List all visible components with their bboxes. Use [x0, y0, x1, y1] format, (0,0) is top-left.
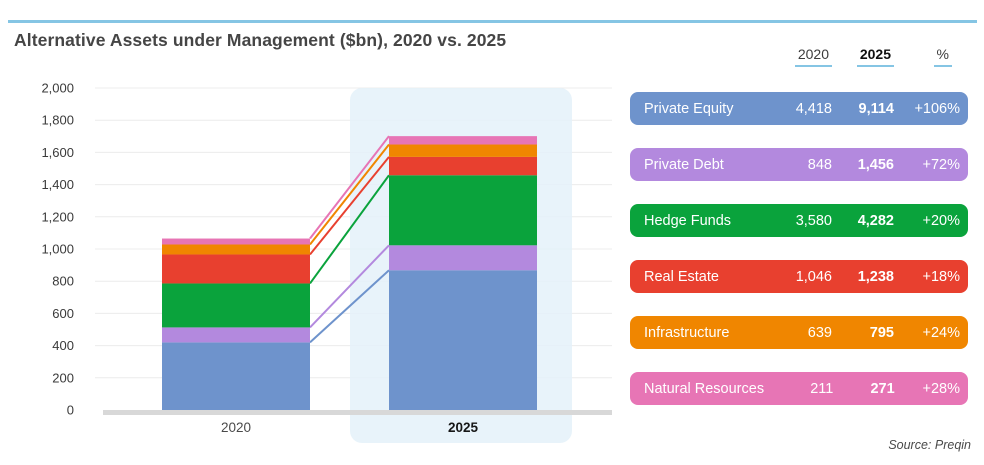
legend-table: Private Equity 4,418 9,114 +106% Private Deb… [630, 92, 968, 428]
legend-label: Private Equity [644, 100, 734, 117]
connector-natural-resources [309, 135, 390, 240]
legend-column-headers: 2020 2025 % [630, 46, 968, 67]
value-percent: +24% [922, 324, 961, 341]
y-tick-label: 1,600 [41, 145, 74, 160]
y-tick-label: 1,800 [41, 113, 74, 128]
y-tick-label: 600 [52, 306, 74, 321]
value-percent: +28% [922, 380, 961, 397]
x-label-2025: 2025 [448, 420, 479, 435]
header-col-percent: % [894, 46, 960, 67]
page-title: Alternative Assets under Management ($bn… [14, 30, 507, 50]
value-2020: 4,418 [795, 100, 832, 117]
legend-row-real-estate: Real Estate 1,046 1,238 +18% [630, 260, 968, 293]
header-col-2020: 2020 [762, 46, 832, 67]
connector-hedge-funds [309, 174, 390, 285]
value-2020: 848 [807, 156, 832, 173]
bar-segment-private-debt-2020 [162, 327, 310, 343]
value-2025: 271 [870, 380, 895, 397]
value-2020: 1,046 [795, 268, 832, 285]
legend-label: Infrastructure [644, 324, 730, 341]
bar-segment-hedge-funds-2020 [162, 283, 310, 328]
legend-row-private-debt: Private Debt 848 1,456 +72% [630, 148, 968, 181]
bar-segment-private-equity-2020 [162, 342, 310, 410]
bar-segment-natural-resources-2020 [162, 238, 310, 245]
y-tick-label: 400 [52, 338, 74, 353]
value-percent: +106% [914, 100, 960, 117]
y-tick-label: 0 [67, 403, 74, 418]
legend-row-private-equity: Private Equity 4,418 9,114 +106% [630, 92, 968, 125]
source-note: Source: Preqin [888, 438, 971, 452]
legend-row-hedge-funds: Hedge Funds 3,580 4,282 +20% [630, 204, 968, 237]
legend-label: Hedge Funds [644, 212, 732, 229]
connector-real-estate [309, 156, 390, 256]
value-percent: +20% [922, 212, 961, 229]
bar-segment-private-debt-2025 [389, 245, 537, 271]
legend-label: Real Estate [644, 268, 719, 285]
y-tick-label: 800 [52, 274, 74, 289]
value-2025: 4,282 [857, 212, 894, 229]
bar-segment-real-estate-2025 [389, 156, 537, 176]
value-2025: 9,114 [858, 100, 895, 117]
legend-row-infrastructure: Infrastructure 639 795 +24% [630, 316, 968, 349]
header-col-2025: 2025 [832, 46, 894, 67]
connector-private-equity [309, 269, 390, 344]
bar-segment-real-estate-2020 [162, 254, 310, 284]
bar-segment-infrastructure-2020 [162, 244, 310, 255]
y-tick-label: 200 [52, 370, 74, 385]
legend-row-natural-resources: Natural Resources 211 271 +28% [630, 372, 968, 405]
value-2020: 3,580 [795, 212, 832, 229]
value-percent: +18% [922, 268, 961, 285]
legend-label: Natural Resources [644, 380, 765, 397]
y-tick-label: 2,000 [41, 81, 74, 96]
x-label-2020: 2020 [221, 420, 251, 435]
bar-segment-natural-resources-2025 [389, 136, 537, 145]
value-2025: 795 [869, 324, 894, 341]
value-percent: +72% [922, 156, 961, 173]
y-tick-label: 1,200 [41, 209, 74, 224]
bar-segment-hedge-funds-2025 [389, 175, 537, 246]
bar-segment-infrastructure-2025 [389, 144, 537, 157]
value-2025: 1,238 [857, 268, 894, 285]
x-axis-baseline [103, 410, 612, 415]
y-tick-label: 1,000 [41, 242, 74, 257]
aum-stacked-bar-chart: 0 200 400 600 800 1,000 1,200 1,400 1,600 1,800 2,… [0, 75, 620, 465]
connector-infrastructure [309, 143, 390, 246]
value-2025: 1,456 [857, 156, 894, 173]
value-2020: 211 [810, 380, 834, 397]
legend-label: Private Debt [644, 156, 724, 173]
value-2020: 639 [807, 324, 832, 341]
bar-segment-private-equity-2025 [389, 270, 537, 410]
connector-private-debt [309, 244, 390, 329]
chart-canvas: 0 200 400 600 800 1,000 1,200 1,400 1,600 1,800 2,… [41, 81, 612, 443]
top-accent-line [8, 20, 977, 23]
y-tick-label: 1,400 [41, 177, 74, 192]
